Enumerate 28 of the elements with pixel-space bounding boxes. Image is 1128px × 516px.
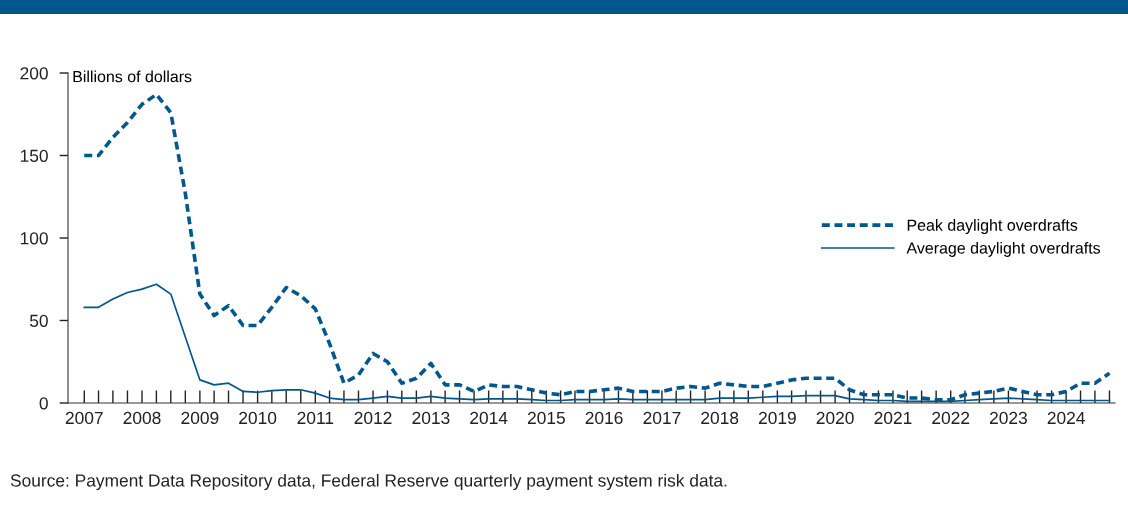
x-tick-label: 2018: [701, 411, 739, 425]
x-tick-label: 2012: [354, 411, 392, 425]
x-tick-label: 2022: [932, 411, 970, 425]
y-tick-label: 0: [39, 397, 48, 410]
y-tick-label: 150: [20, 149, 48, 162]
x-tick-label: 2019: [758, 411, 796, 425]
x-tick-label: 2014: [470, 411, 508, 425]
x-tick-label: 2011: [297, 411, 334, 425]
x-tick-label: 2020: [816, 411, 854, 425]
line-series: [82, 92, 1112, 402]
x-tick-label: 2013: [412, 411, 450, 425]
y-tick-label: 50: [29, 314, 48, 327]
x-tick-label: 2024: [1047, 411, 1085, 425]
x-tick-label: 2015: [527, 411, 565, 425]
legend-label: Peak daylight overdrafts: [907, 219, 1078, 235]
x-tick-label: 2010: [239, 411, 277, 425]
y-axis-title: Billions of dollars: [73, 70, 192, 83]
x-tick-label: 2016: [585, 411, 623, 425]
legend-label: Average daylight overdrafts: [906, 241, 1101, 257]
y-tick-label: 200: [20, 67, 48, 80]
x-tick-label: 2007: [65, 411, 103, 425]
x-tick-label: 2023: [989, 411, 1027, 425]
y-tick-label: 100: [20, 232, 48, 245]
x-tick-label: 2021: [874, 411, 912, 425]
x-tick-label: 2008: [123, 411, 161, 425]
x-tick-label: 2017: [643, 411, 681, 425]
source-note: Source: Payment Data Repository data, Federal Reserve quarterly payment system risk data.: [10, 473, 727, 491]
x-tick-label: 2009: [181, 411, 219, 425]
